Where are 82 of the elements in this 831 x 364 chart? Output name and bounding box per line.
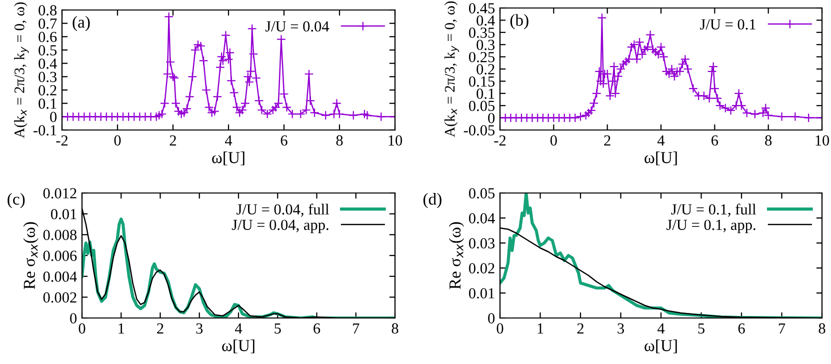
y-tick-label: 0.45 bbox=[468, 3, 495, 14]
annotation: (a) bbox=[72, 16, 90, 32]
x-tick-label: 4 bbox=[224, 135, 232, 146]
y-tick-label: 0 bbox=[50, 112, 57, 122]
x-tick-label: 8 bbox=[336, 135, 343, 146]
x-tick-label: 10 bbox=[388, 135, 402, 146]
y-tick-label: 0.1 bbox=[476, 88, 494, 99]
y-tick-label: 0.01 bbox=[468, 288, 494, 299]
y-tick-label: 0.1 bbox=[38, 98, 56, 109]
x-tick-label: 2 bbox=[577, 323, 584, 334]
legend-label: J/U = 0.1 bbox=[700, 19, 756, 30]
x-tick-label: -2 bbox=[56, 135, 68, 146]
x-tick-label: 5 bbox=[274, 323, 281, 334]
x-tick-label: 4 bbox=[657, 135, 665, 146]
y-tick-label: 0.004 bbox=[43, 271, 77, 282]
legend-label: J/U = 0.04 bbox=[265, 21, 330, 32]
y-axis-title: Re σ$_{xx}$(ω) bbox=[23, 222, 38, 290]
x-tick-label: 6 bbox=[280, 135, 288, 146]
x-tick-label: 10 bbox=[816, 135, 830, 146]
text: (d) bbox=[423, 193, 442, 208]
x-tick-label: 0 bbox=[78, 323, 86, 334]
x-tick-label: 2 bbox=[170, 135, 176, 146]
annotation: (b) bbox=[510, 14, 528, 30]
y-tick-label: 0.05 bbox=[468, 188, 495, 199]
legend-label: J/U = 0.04, app. bbox=[232, 220, 328, 234]
x-tick-label: 1 bbox=[118, 323, 124, 334]
y-tick-label: 0 bbox=[488, 112, 495, 124]
x-tick-label: 6 bbox=[738, 323, 745, 334]
y-tick-label: 0.02 bbox=[468, 263, 494, 274]
y-tick-label: 0.35 bbox=[468, 28, 495, 38]
y-tick-label: 0.8 bbox=[38, 5, 57, 16]
y-tick-label: 0.008 bbox=[43, 230, 77, 240]
x-tick-label: 0 bbox=[496, 323, 504, 334]
y-tick-label: 0.03 bbox=[468, 238, 495, 249]
x-tick-label: 8 bbox=[392, 323, 398, 334]
x-tick-label: 7 bbox=[778, 323, 786, 334]
text: (c) bbox=[8, 193, 25, 208]
x-axis-title: ω[U] bbox=[212, 151, 244, 166]
x-tick-label: 7 bbox=[353, 323, 360, 334]
y-tick-label: 0.4 bbox=[476, 15, 495, 26]
x-tick-label: 3 bbox=[618, 323, 624, 334]
x-tick-label: 2 bbox=[604, 135, 610, 146]
y-tick-label: 0.25 bbox=[468, 52, 495, 62]
legend-label: J/U = 0.04, full bbox=[236, 204, 329, 217]
y-tick-label: 0.2 bbox=[476, 64, 494, 75]
x-tick-label: 3 bbox=[196, 323, 203, 334]
y-tick-label: 0 bbox=[70, 313, 77, 324]
y-tick-label: 0.05 bbox=[468, 100, 495, 112]
x-tick-label: 4 bbox=[234, 323, 242, 334]
y-tick-label: 0 bbox=[488, 313, 495, 324]
x-tick-label: 0 bbox=[114, 135, 121, 146]
y-tick-label: -0.1 bbox=[34, 125, 56, 136]
y-tick-label: -0.05 bbox=[464, 125, 495, 136]
y-tick-label: 0.7 bbox=[38, 18, 57, 29]
x-tick-label: 6 bbox=[314, 323, 320, 334]
y-tick-label: 0.6 bbox=[38, 32, 57, 42]
y-tick-label: 0.4 bbox=[38, 58, 57, 69]
y-tick-label: 0.5 bbox=[38, 45, 57, 56]
y-tick-label: 0.01 bbox=[50, 208, 76, 220]
y-tick-label: 0.3 bbox=[38, 72, 57, 82]
y-axis-title: A(k$_{x}$ = 2π/3, k$_{y}$ = 0, ω) bbox=[14, 2, 29, 138]
x-axis-title: ω[U] bbox=[222, 339, 254, 354]
y-tick-label: 0.012 bbox=[43, 188, 76, 199]
y-tick-label: 0.006 bbox=[43, 250, 77, 262]
y-axis-title: Re σ$_{xx}$(ω) bbox=[448, 222, 464, 290]
x-tick-label: 8 bbox=[818, 323, 826, 334]
x-axis-title: ω[U] bbox=[644, 339, 677, 354]
x-tick-label: 5 bbox=[698, 323, 704, 334]
y-tick-label: 0.002 bbox=[43, 292, 76, 303]
y-tick-label: 0.2 bbox=[38, 85, 56, 96]
x-tick-label: 6 bbox=[712, 135, 718, 146]
y-tick-label: 0.3 bbox=[476, 40, 495, 50]
y-tick-label: 0.15 bbox=[468, 76, 495, 87]
x-axis-title: ω[U] bbox=[644, 151, 677, 166]
x-tick-label: 2 bbox=[157, 323, 164, 334]
x-tick-label: 0 bbox=[550, 135, 557, 146]
y-tick-label: 0.04 bbox=[468, 213, 495, 224]
x-tick-label: 1 bbox=[538, 323, 544, 334]
x-tick-label: 8 bbox=[765, 135, 772, 146]
x-tick-label: -2 bbox=[494, 135, 506, 146]
y-axis-title: A(k$_{x}$ = 2π/3, k$_{y}$ = 0, ω) bbox=[444, 1, 460, 138]
x-tick-label: 4 bbox=[657, 323, 665, 334]
